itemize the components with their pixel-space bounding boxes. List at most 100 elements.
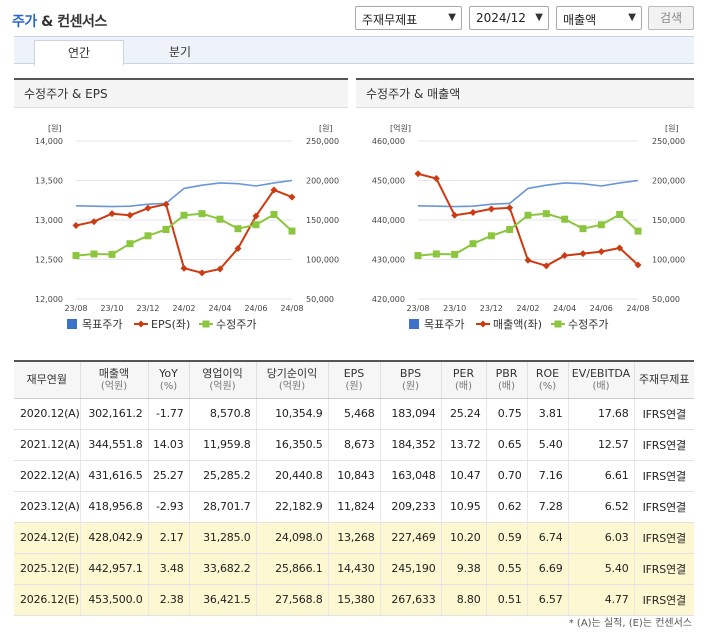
data-point <box>542 262 550 270</box>
data-point <box>616 210 624 218</box>
legend-label: 목표주가 <box>424 318 464 331</box>
column-header: YoY (%) <box>147 360 189 399</box>
table-row: 2023.12(A) 418,956.8 -2.93 28,701.7 22,182.9… <box>14 491 694 523</box>
x-axis-tick-label: 24/06 <box>590 304 613 313</box>
data-point <box>72 222 80 230</box>
data-point <box>270 186 278 194</box>
data-point <box>126 240 134 248</box>
tab-annual[interactable]: 연간 <box>34 40 124 66</box>
table-cell: 10,843 <box>327 460 380 492</box>
legend-label: 목표주가 <box>82 318 122 331</box>
table-cell: IFRS연결 <box>633 398 694 430</box>
data-point <box>72 252 80 260</box>
period-value: 2024/12 <box>476 11 526 25</box>
table-cell: 0.65 <box>485 429 527 461</box>
table-cell: 13,268 <box>327 522 380 554</box>
table-cell: 5,468 <box>327 398 380 430</box>
right-axis-tick-label: 150,000 <box>652 216 685 225</box>
column-header: 당기순이익 (억원) <box>255 360 328 399</box>
table-row: 2020.12(A) 302,161.2 -1.77 8,570.8 10,354.9 5… <box>14 398 694 430</box>
table-cell: 3.48 <box>147 553 189 585</box>
data-point <box>579 250 587 258</box>
table-cell: 0.75 <box>485 398 527 430</box>
table-cell: 2020.12(A) <box>14 398 80 430</box>
data-point <box>561 252 569 260</box>
table-cell: 10.20 <box>440 522 486 554</box>
column-header-unit: (배) <box>497 380 515 392</box>
item-select[interactable]: 매출액 ▼ <box>556 6 642 30</box>
table-row: 2025.12(E) 442,957.1 3.48 33,682.2 25,866.1 1… <box>14 553 694 585</box>
column-header-label: PBR <box>495 366 518 380</box>
data-point <box>288 193 296 201</box>
table-cell: IFRS연결 <box>633 553 694 585</box>
data-point <box>542 210 550 218</box>
data-point <box>234 244 242 252</box>
table-cell: 344,551.8 <box>79 429 148 461</box>
tab-quarterly[interactable]: 분기 <box>168 45 192 59</box>
data-point <box>180 211 188 219</box>
x-axis-tick-label: 23/08 <box>406 304 429 313</box>
page-title: 주가 & 컨센서스 <box>12 11 107 31</box>
chart1-title: 수정주가 & EPS <box>14 78 348 108</box>
chart2-title: 수정주가 & 매출액 <box>356 78 694 108</box>
left-axis-tick-label: 12,500 <box>35 256 63 265</box>
table-cell: 10.95 <box>440 491 486 523</box>
right-axis-tick-label: 100,000 <box>306 256 339 265</box>
table-cell: IFRS연결 <box>633 429 694 461</box>
x-axis-tick-label: 24/08 <box>280 304 303 313</box>
table-cell: 14.03 <box>147 429 189 461</box>
table-cell: IFRS연결 <box>633 460 694 492</box>
table-cell: 11,959.8 <box>188 429 256 461</box>
search-button[interactable]: 검색 <box>648 6 694 30</box>
data-point <box>180 264 188 272</box>
table-cell: 28,701.7 <box>188 491 256 523</box>
table-cell: 10.47 <box>440 460 486 492</box>
table-cell: 442,957.1 <box>79 553 148 585</box>
data-point <box>252 212 260 220</box>
table-cell: 8.80 <box>440 584 486 616</box>
table-cell: 431,616.5 <box>79 460 148 492</box>
data-point <box>126 211 134 219</box>
table-cell: 2024.12(E) <box>14 522 80 554</box>
column-header: PER (배) <box>440 360 486 399</box>
left-axis-tick-label: 420,000 <box>372 295 405 304</box>
data-point <box>469 208 477 216</box>
chevron-down-icon: ▼ <box>448 12 456 23</box>
column-header-label: 재무연월 <box>26 373 67 387</box>
period-select[interactable]: 2024/12 ▼ <box>469 6 549 30</box>
data-point <box>524 211 532 219</box>
column-header: ROE (%) <box>526 360 568 399</box>
series-line <box>75 188 293 274</box>
column-header-label: 당기순이익 <box>266 366 318 380</box>
column-header-label: YoY <box>159 366 178 380</box>
legend-label: 수정주가 <box>216 318 256 331</box>
table-cell: 7.28 <box>526 491 568 523</box>
right-axis-unit: [원] <box>665 124 679 133</box>
data-point <box>487 232 495 240</box>
left-axis-tick-label: 440,000 <box>372 216 405 225</box>
table-cell: 5.40 <box>567 553 634 585</box>
table-cell: 25,285.2 <box>188 460 256 492</box>
table-row: 2026.12(E) 453,500.0 2.38 36,421.5 27,568.8 1… <box>14 584 694 616</box>
data-point <box>288 227 296 235</box>
legend-marker <box>202 320 210 328</box>
table-cell: 209,233 <box>379 491 441 523</box>
data-point <box>90 218 98 226</box>
x-axis-tick-label: 24/04 <box>553 304 576 313</box>
right-axis-tick-label: 250,000 <box>652 137 685 146</box>
table-cell: IFRS연결 <box>633 491 694 523</box>
statement-type-value: 주재무제표 <box>362 13 418 27</box>
series-line <box>75 179 293 208</box>
column-header-unit: (원) <box>345 380 363 392</box>
chevron-down-icon: ▼ <box>535 12 543 23</box>
statement-type-select[interactable]: 주재무제표 ▼ <box>355 6 462 30</box>
data-point <box>162 200 170 208</box>
column-header: EV/EBITDA (배) <box>567 360 634 399</box>
table-cell: 8,570.8 <box>188 398 256 430</box>
table-cell: 302,161.2 <box>79 398 148 430</box>
data-point <box>108 210 116 218</box>
column-header-unit: (배) <box>454 380 472 392</box>
column-header-unit: (%) <box>538 380 557 392</box>
table-cell: -2.93 <box>147 491 189 523</box>
right-axis-tick-label: 50,000 <box>652 295 680 304</box>
